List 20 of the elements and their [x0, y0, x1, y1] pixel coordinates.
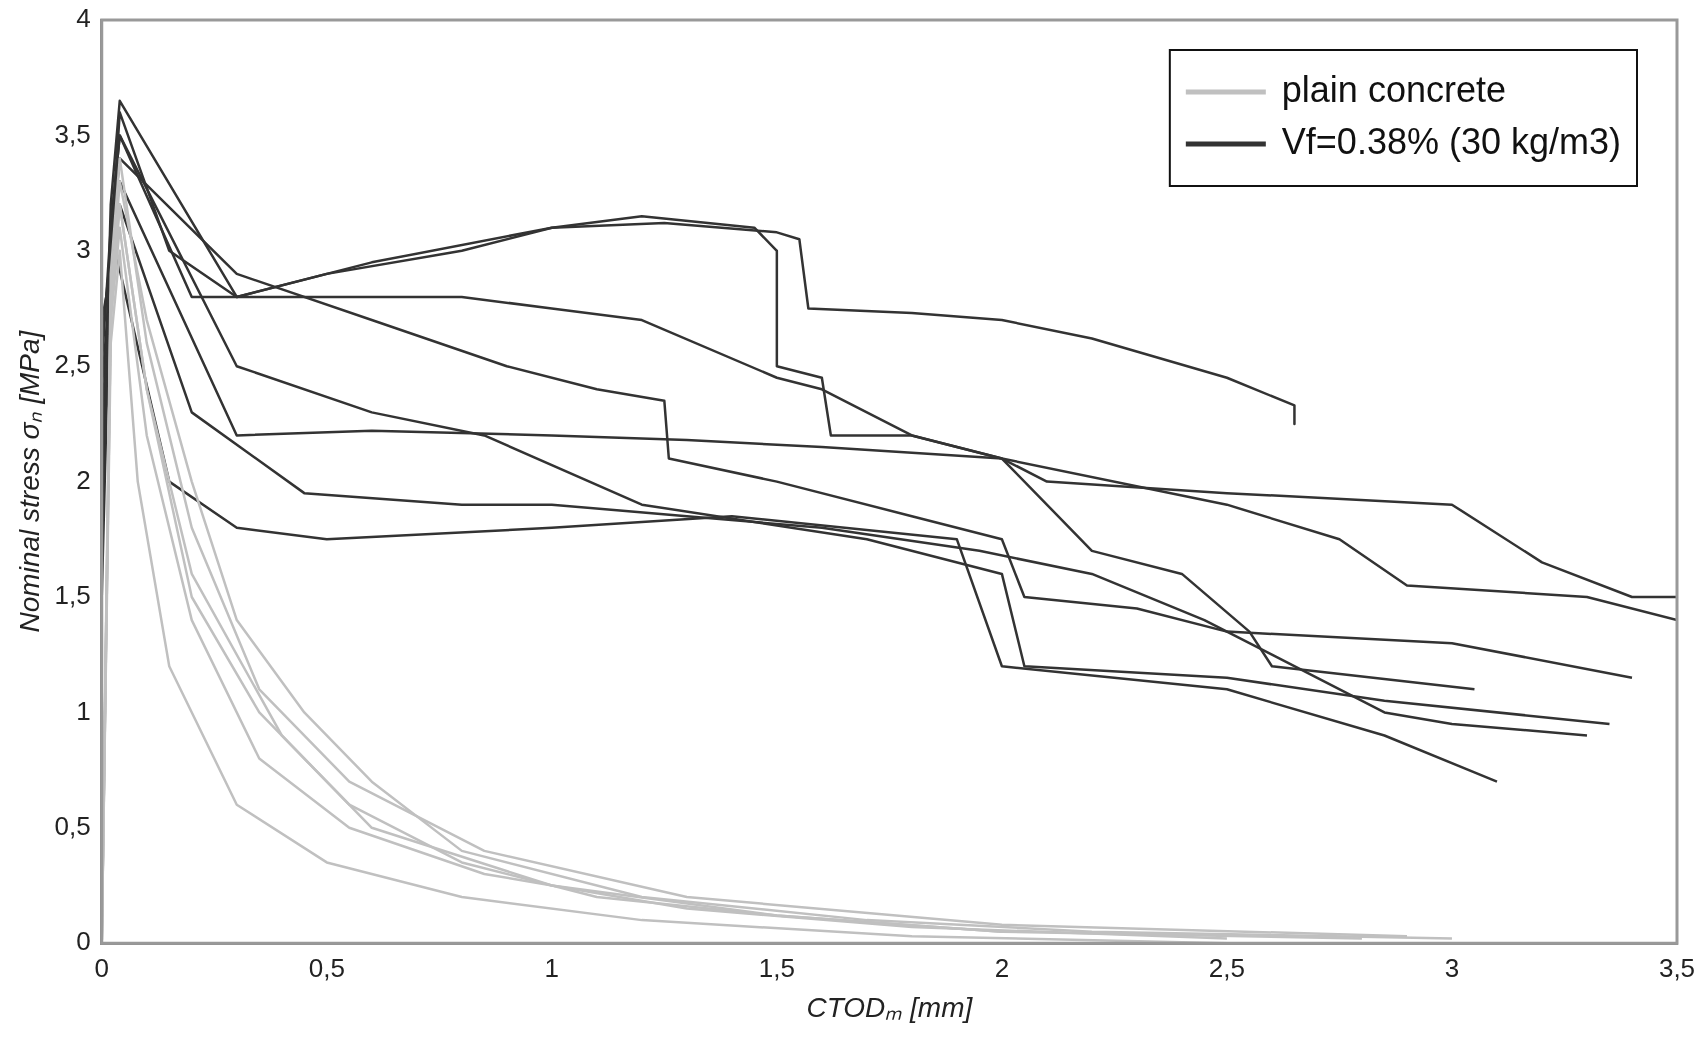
y-axis-title: Nominal stress σₙ [MPa] [13, 329, 45, 633]
x-axis-title: CTODₘ [mm] [806, 992, 974, 1023]
y-tick-label: 3 [76, 233, 91, 264]
y-tick-label: 0,5 [54, 810, 91, 841]
x-tick-label: 2 [994, 952, 1010, 983]
x-tick-label: 1 [544, 952, 560, 983]
x-tick-label: 1,5 [758, 952, 795, 983]
x-tick-label: 0,5 [308, 952, 345, 983]
legend-label: plain concrete [1281, 68, 1506, 110]
x-tick-label: 2,5 [1208, 952, 1245, 983]
y-tick-label: 1 [76, 695, 91, 726]
y-tick-label: 0 [76, 926, 91, 957]
y-tick-label: 2,5 [54, 349, 91, 380]
y-tick-label: 1,5 [54, 580, 91, 611]
y-tick-label: 3,5 [54, 118, 91, 149]
legend-label: Vf=0.38% (30 kg/m3) [1281, 120, 1621, 162]
y-tick-label: 2 [76, 464, 91, 495]
y-tick-label: 4 [76, 3, 91, 34]
x-tick-label: 3 [1444, 952, 1460, 983]
x-tick-label: 3,5 [1658, 952, 1696, 983]
